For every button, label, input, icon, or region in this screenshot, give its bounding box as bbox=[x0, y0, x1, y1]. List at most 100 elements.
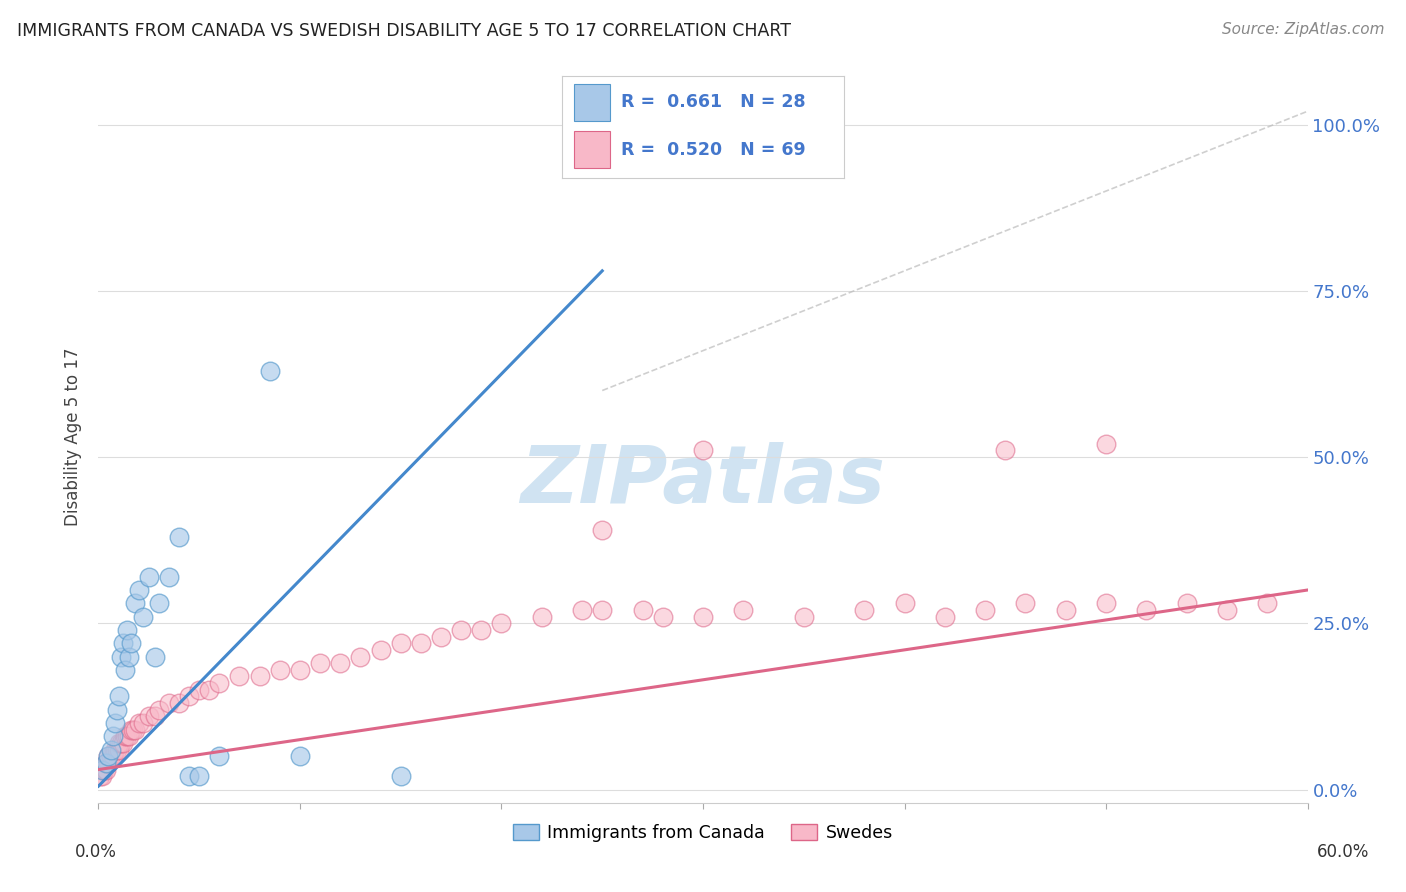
Point bbox=[101, 749, 124, 764]
Point bbox=[105, 703, 128, 717]
Point bbox=[188, 682, 211, 697]
Point bbox=[591, 603, 613, 617]
Point bbox=[651, 609, 673, 624]
Point bbox=[692, 609, 714, 624]
Point bbox=[188, 769, 211, 783]
Point bbox=[893, 596, 915, 610]
Point bbox=[110, 649, 132, 664]
Point bbox=[309, 656, 332, 670]
Point bbox=[93, 763, 115, 777]
Point bbox=[97, 756, 120, 770]
Point bbox=[450, 623, 472, 637]
Point bbox=[103, 742, 125, 756]
Point bbox=[111, 736, 134, 750]
Point bbox=[228, 669, 250, 683]
Point bbox=[110, 736, 132, 750]
Point bbox=[571, 603, 593, 617]
Text: Source: ZipAtlas.com: Source: ZipAtlas.com bbox=[1222, 22, 1385, 37]
Point bbox=[97, 749, 120, 764]
Point bbox=[288, 663, 311, 677]
Point bbox=[1095, 436, 1118, 450]
Point bbox=[934, 609, 956, 624]
Point bbox=[389, 769, 412, 783]
Bar bbox=[574, 84, 610, 121]
Point bbox=[138, 709, 160, 723]
Text: R =  0.520   N = 69: R = 0.520 N = 69 bbox=[621, 141, 806, 159]
Point bbox=[994, 443, 1017, 458]
Point bbox=[389, 636, 412, 650]
Point bbox=[349, 649, 371, 664]
Point bbox=[138, 570, 160, 584]
Point bbox=[111, 636, 134, 650]
Point bbox=[105, 742, 128, 756]
Point bbox=[591, 523, 613, 537]
Point bbox=[157, 570, 180, 584]
Point bbox=[101, 729, 124, 743]
Point bbox=[121, 723, 143, 737]
Point bbox=[409, 636, 432, 650]
Point bbox=[530, 609, 553, 624]
Point bbox=[208, 749, 231, 764]
Bar bbox=[574, 131, 610, 168]
Point bbox=[91, 769, 114, 783]
Point bbox=[733, 603, 755, 617]
Point bbox=[118, 729, 141, 743]
Point bbox=[157, 696, 180, 710]
Point bbox=[430, 630, 453, 644]
Point bbox=[91, 763, 114, 777]
Text: R =  0.661   N = 28: R = 0.661 N = 28 bbox=[621, 94, 806, 112]
Point bbox=[96, 763, 118, 777]
Point bbox=[370, 643, 392, 657]
Point bbox=[974, 603, 997, 617]
Text: IMMIGRANTS FROM CANADA VS SWEDISH DISABILITY AGE 5 TO 17 CORRELATION CHART: IMMIGRANTS FROM CANADA VS SWEDISH DISABI… bbox=[17, 22, 790, 40]
Point bbox=[100, 742, 122, 756]
Point bbox=[132, 716, 155, 731]
Point bbox=[132, 609, 155, 624]
Text: ZIPatlas: ZIPatlas bbox=[520, 442, 886, 520]
Point bbox=[107, 690, 129, 704]
Point bbox=[1095, 596, 1118, 610]
Y-axis label: Disability Age 5 to 17: Disability Age 5 to 17 bbox=[65, 348, 83, 526]
Point bbox=[97, 749, 120, 764]
Point bbox=[1014, 596, 1036, 610]
Point bbox=[114, 663, 136, 677]
Legend: Immigrants from Canada, Swedes: Immigrants from Canada, Swedes bbox=[506, 817, 900, 849]
Point bbox=[128, 582, 150, 597]
Point bbox=[179, 690, 201, 704]
Point bbox=[124, 723, 146, 737]
Point bbox=[143, 709, 166, 723]
Point bbox=[288, 749, 311, 764]
Point bbox=[96, 756, 118, 770]
Point bbox=[167, 696, 190, 710]
Point bbox=[491, 616, 513, 631]
Point bbox=[107, 736, 129, 750]
Point bbox=[115, 729, 138, 743]
Point bbox=[100, 749, 122, 764]
Point bbox=[103, 716, 125, 731]
Point bbox=[148, 596, 170, 610]
Point bbox=[1256, 596, 1278, 610]
Point bbox=[115, 623, 138, 637]
Point bbox=[329, 656, 352, 670]
Point bbox=[143, 649, 166, 664]
Point bbox=[269, 663, 291, 677]
Point bbox=[167, 530, 190, 544]
Point bbox=[148, 703, 170, 717]
Point bbox=[89, 769, 111, 783]
Point bbox=[793, 609, 815, 624]
Point bbox=[120, 723, 142, 737]
Point bbox=[107, 742, 129, 756]
Text: 0.0%: 0.0% bbox=[75, 843, 117, 861]
Text: 60.0%: 60.0% bbox=[1316, 843, 1369, 861]
Point bbox=[120, 636, 142, 650]
Point bbox=[96, 756, 118, 770]
Point bbox=[470, 623, 492, 637]
Point bbox=[124, 596, 146, 610]
Point bbox=[128, 716, 150, 731]
Point bbox=[1175, 596, 1198, 610]
Point bbox=[692, 443, 714, 458]
Point bbox=[631, 603, 654, 617]
Point bbox=[259, 363, 281, 377]
Point bbox=[179, 769, 201, 783]
Point bbox=[208, 676, 231, 690]
